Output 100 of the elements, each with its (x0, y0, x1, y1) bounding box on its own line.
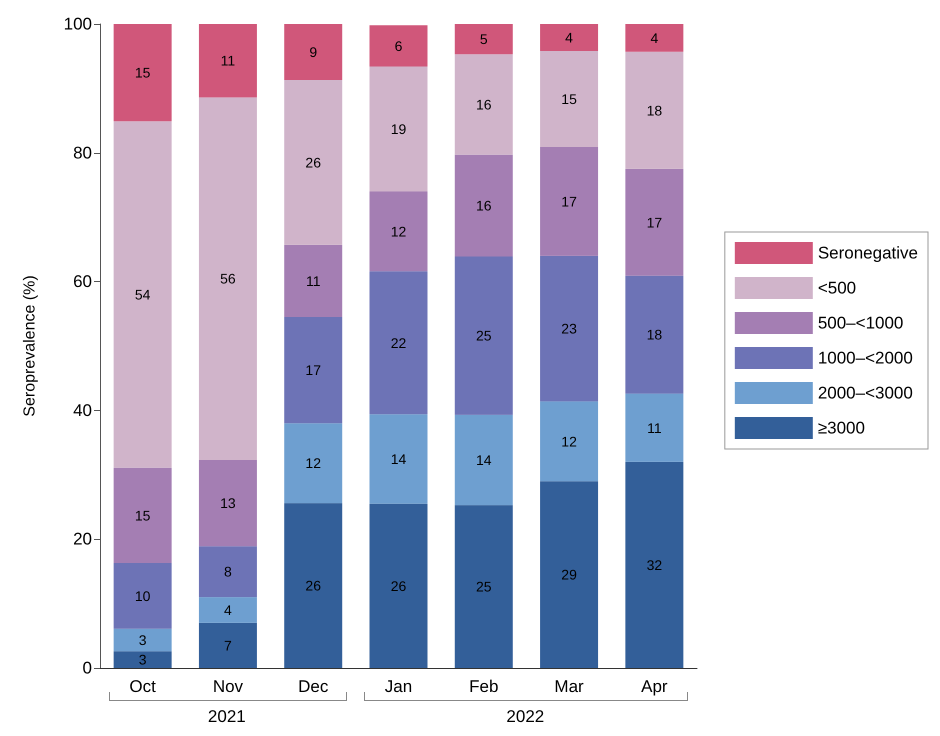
bar (454, 505, 513, 668)
data-label: 6 (394, 38, 403, 54)
data-label: 15 (134, 64, 151, 81)
legend-label: <500 (818, 278, 856, 298)
data-label: 54 (134, 286, 151, 302)
y-tick-label: 100 (64, 14, 92, 34)
legend-label: 500–<1000 (818, 314, 904, 332)
data-label: 15 (134, 507, 151, 524)
data-label: 26 (390, 578, 406, 594)
data-label: 56 (220, 270, 236, 287)
bar (370, 191, 428, 272)
bar (540, 24, 598, 52)
data-label: 7 (224, 637, 232, 654)
bar (540, 256, 598, 402)
data-label: 4 (224, 602, 232, 618)
x-tick-label: Dec (298, 677, 329, 696)
bar (540, 147, 598, 256)
bar (370, 66, 428, 192)
data-label: 11 (647, 420, 662, 436)
bar (284, 503, 342, 668)
legend-label: 1000–<2000 (818, 348, 913, 368)
data-label: 12 (561, 433, 578, 450)
bar (284, 244, 342, 318)
data-label: 10 (134, 588, 151, 604)
bar (540, 481, 598, 668)
bar (114, 24, 172, 122)
bar (198, 622, 257, 668)
data-label: 8 (224, 564, 232, 580)
legend-label: ≥3000 (818, 418, 865, 438)
x-tick-label: Mar (554, 677, 584, 696)
data-label: 3 (138, 632, 147, 648)
bar (114, 651, 172, 668)
data-label: 4 (650, 30, 658, 46)
data-label: 18 (646, 102, 662, 118)
x-tick-label: Apr (641, 677, 668, 696)
data-label: 13 (220, 495, 236, 512)
data-label: 16 (476, 198, 492, 214)
bar (454, 414, 513, 506)
data-label: 11 (220, 52, 236, 69)
y-tick-label: 40 (73, 400, 92, 420)
data-label: 26 (305, 578, 322, 594)
bar (198, 597, 257, 623)
data-label: 25 (476, 578, 492, 595)
data-label: 4 (565, 30, 574, 46)
bar (625, 52, 684, 169)
bar (284, 80, 342, 245)
data-label: 29 (561, 566, 578, 583)
bar (198, 546, 257, 598)
bar (114, 628, 172, 652)
data-label: 17 (305, 362, 322, 378)
x-tick-label: Oct (129, 677, 156, 696)
bar (198, 24, 257, 98)
x-tick-label: Jan (384, 677, 412, 696)
data-label: 22 (390, 334, 406, 351)
data-label: 25 (476, 328, 492, 344)
data-label: 14 (390, 451, 406, 468)
bar (370, 271, 428, 414)
y-axis-title: Seroprevalence (%) (22, 275, 38, 417)
legend-label: Seronegative (818, 244, 918, 262)
data-label: 15 (561, 91, 578, 108)
bar (454, 24, 513, 54)
bar (114, 563, 172, 629)
data-label: 19 (390, 120, 406, 137)
data-label: 32 (646, 556, 662, 573)
text: 2022 (506, 707, 544, 726)
data-label: 5 (480, 31, 488, 48)
bar (625, 168, 684, 276)
bar (454, 154, 513, 256)
bar (370, 25, 428, 67)
x-tick-label: Nov (212, 677, 244, 696)
bar (284, 423, 342, 504)
bar (370, 504, 428, 668)
data-label: 3 (138, 652, 147, 668)
data-label: 18 (646, 326, 662, 343)
bar (540, 51, 598, 148)
y-tick-label: 20 (73, 530, 92, 549)
data-label: 11 (306, 272, 321, 289)
bar (198, 97, 257, 460)
y-tick-label: 80 (73, 143, 92, 162)
bar (114, 468, 172, 564)
bar (114, 121, 172, 468)
data-label: 23 (561, 320, 578, 337)
data-label: 17 (561, 193, 578, 210)
y-tick-label: 60 (73, 272, 92, 292)
bar (540, 401, 598, 482)
data-label: 14 (476, 452, 492, 468)
data-label: 17 (646, 214, 662, 230)
data-label: 9 (309, 44, 318, 60)
bar (625, 24, 684, 52)
bar (198, 460, 257, 546)
bar (625, 276, 684, 394)
bar (625, 394, 684, 462)
x-tick-label: Feb (469, 677, 498, 696)
bar (370, 414, 428, 504)
bar (454, 256, 513, 415)
y-tick-label: 0 (82, 658, 92, 678)
data-label: 12 (390, 223, 406, 240)
data-label: 26 (305, 154, 322, 170)
bar (454, 54, 513, 155)
legend-label: 2000–<3000 (818, 384, 913, 402)
